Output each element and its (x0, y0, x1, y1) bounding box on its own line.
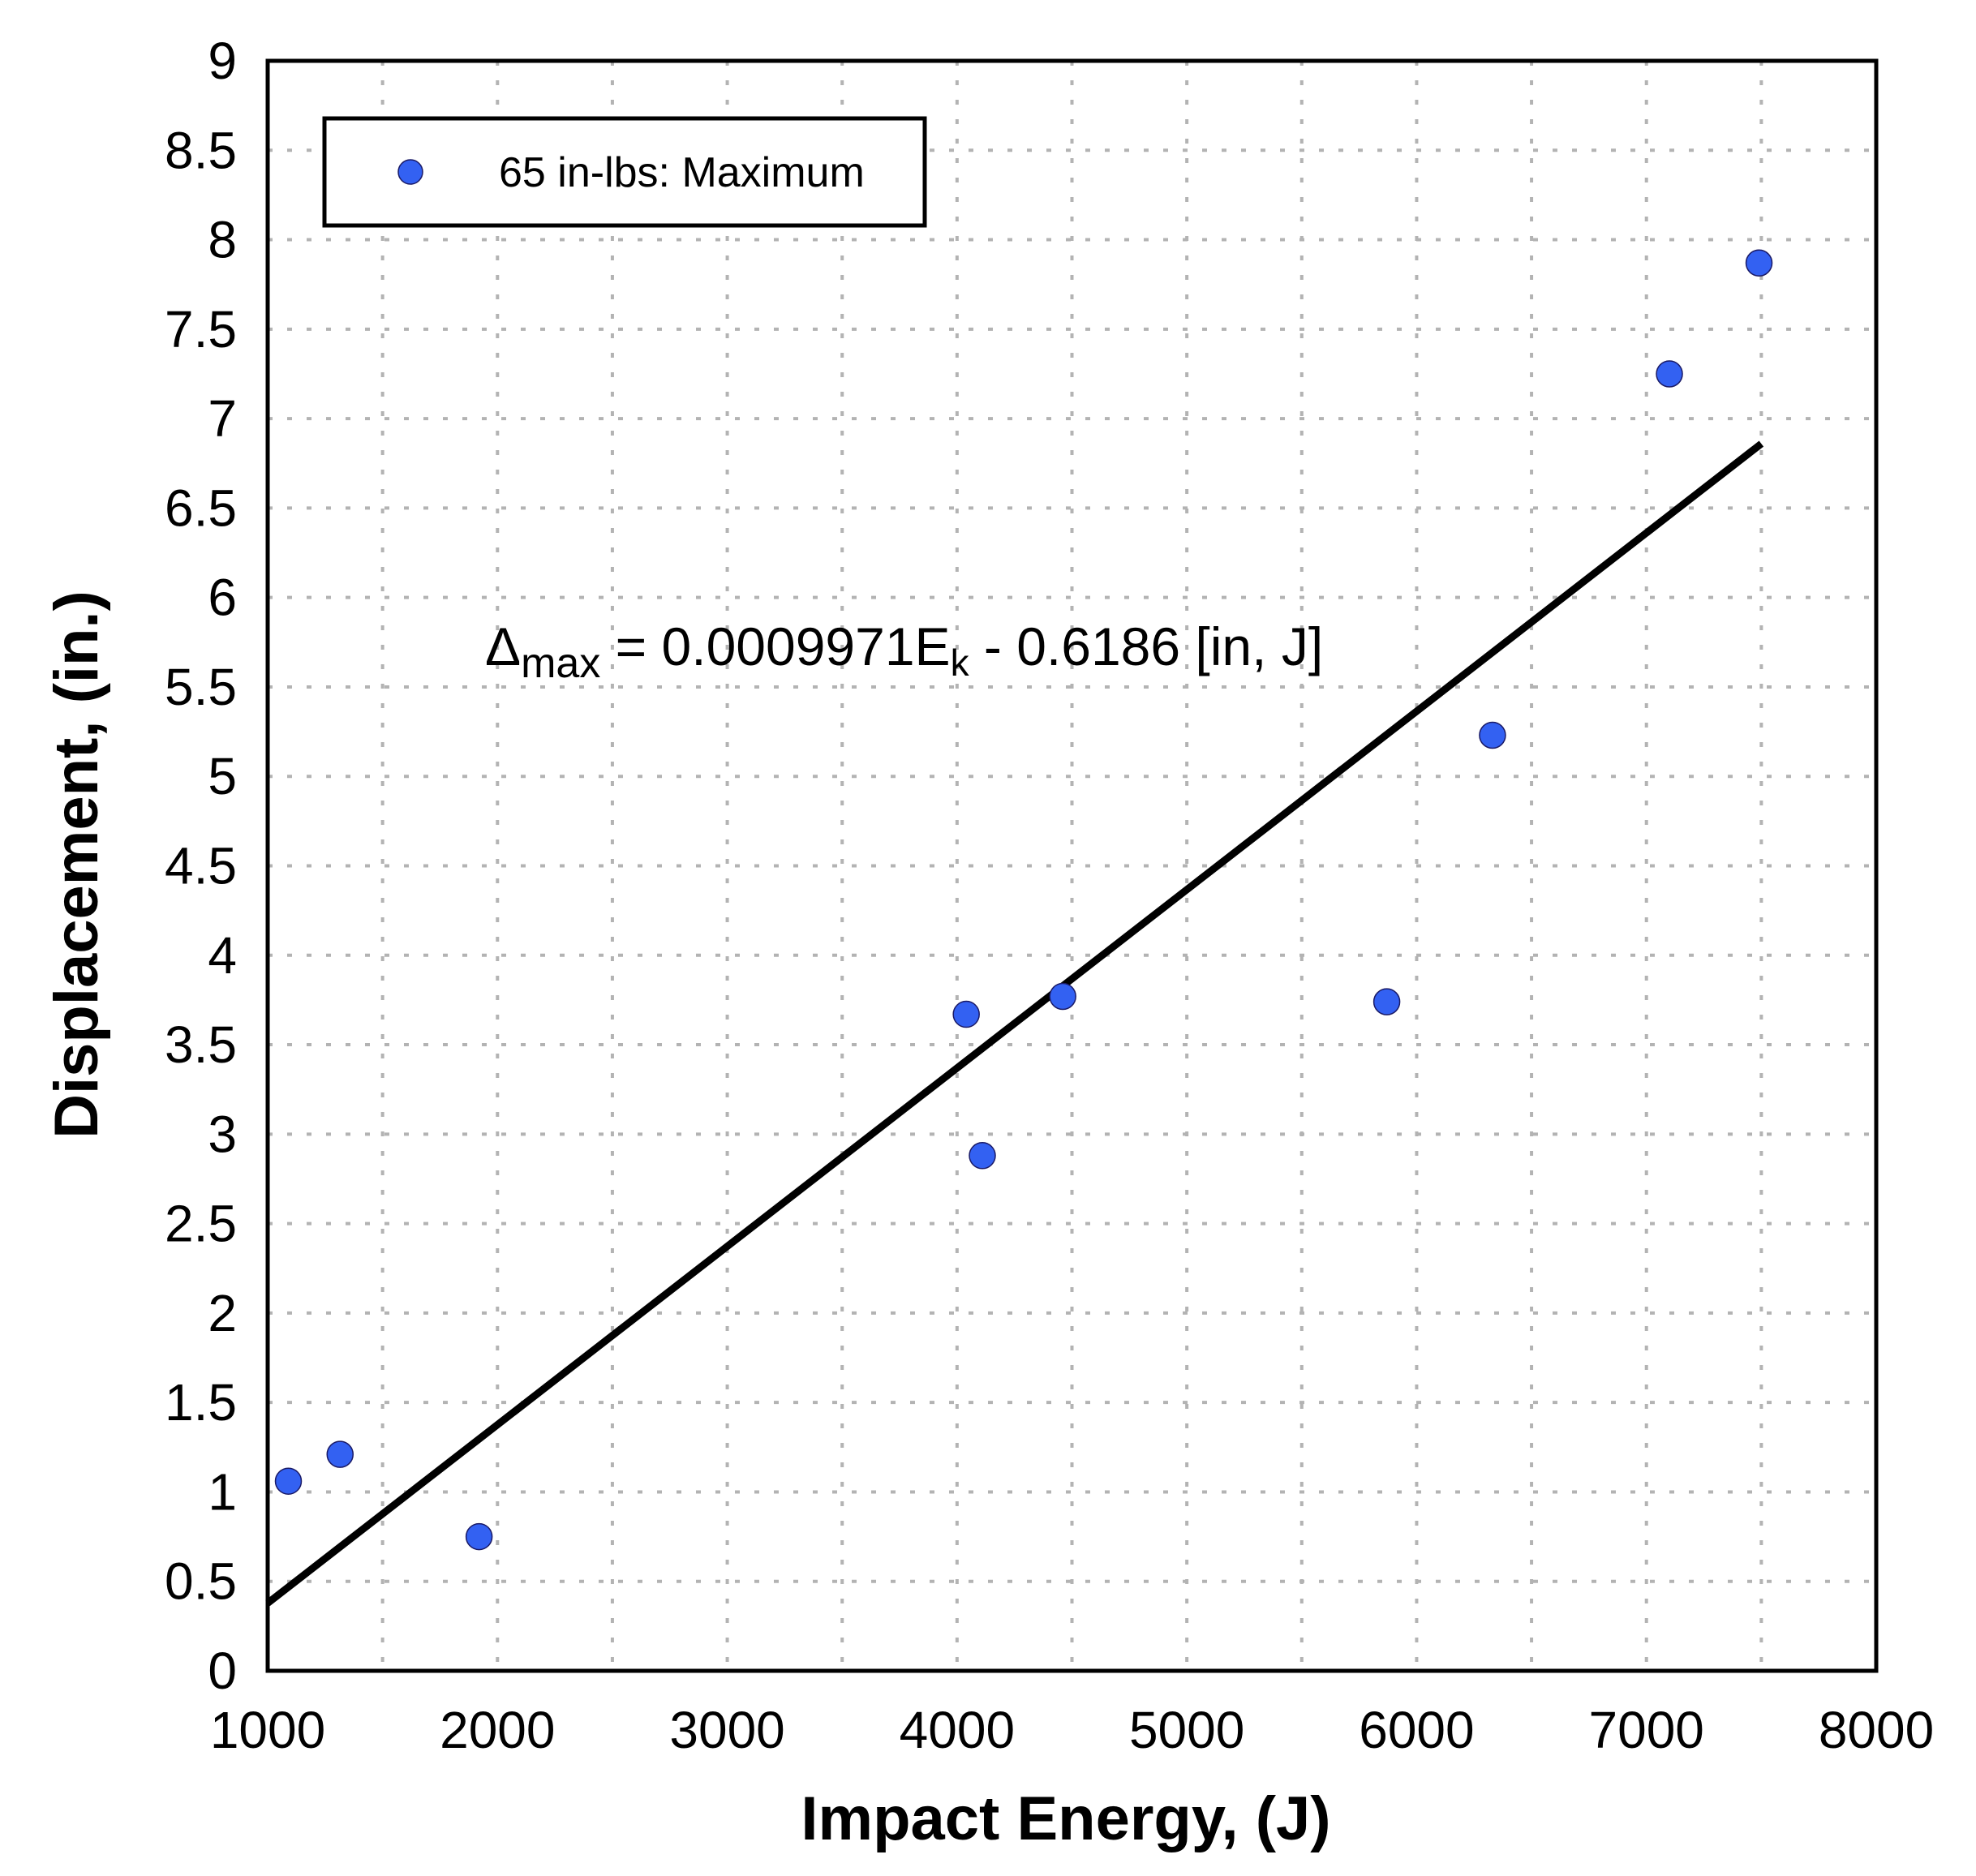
y-tick-label: 8 (208, 211, 237, 269)
x-tick-label: 6000 (1359, 1701, 1474, 1759)
y-axis-title: Displacement, (in.) (42, 590, 111, 1139)
equation-delta: Δ (485, 616, 521, 676)
x-tick-label: 7000 (1589, 1701, 1704, 1759)
y-tick-label: 3 (208, 1105, 237, 1163)
y-tick-label: 2.5 (165, 1195, 237, 1253)
equation-subscript-k: k (951, 642, 970, 684)
data-points (274, 249, 1773, 1551)
legend: 65 in-lbs: Maximum (322, 116, 927, 228)
x-axis-title: Impact Energy, (J) (801, 1784, 1330, 1853)
equation-tail: - 0.6186 [in, J] (969, 616, 1324, 676)
y-tick-label: 6 (208, 569, 237, 627)
equation-subscript-max: max (521, 640, 600, 687)
scatter-point (969, 1142, 996, 1170)
regression-line (265, 440, 1764, 1607)
scatter-point (274, 1467, 303, 1495)
y-tick-label: 1.5 (165, 1373, 237, 1432)
y-tick-labels: 0 0.5 1 1.5 2 2.5 3 3.5 4 4.5 5 5.5 6 6.5 7 7.5 8 8.5 9 (165, 32, 237, 1700)
y-tick-label: 9 (208, 32, 237, 90)
scatter-point (1656, 360, 1683, 388)
y-tick-label: 0.5 (165, 1552, 237, 1611)
y-tick-label: 4.5 (165, 837, 237, 895)
fit-line-group (265, 440, 1764, 1607)
scatter-point (952, 1000, 980, 1028)
scatter-point (1372, 988, 1401, 1015)
scatter-point (465, 1522, 493, 1551)
scatter-point (326, 1440, 354, 1468)
x-tick-label: 5000 (1129, 1701, 1244, 1759)
y-tick-label: 7.5 (165, 300, 237, 358)
y-tick-label: 4 (208, 926, 237, 985)
y-tick-label: 6.5 (165, 479, 237, 537)
legend-marker-icon (397, 159, 423, 185)
y-tick-label: 0 (208, 1642, 237, 1700)
plot-frame (265, 58, 1879, 1673)
x-tick-label: 2000 (440, 1701, 555, 1759)
equation-body: = 0.0009971E (600, 616, 950, 676)
y-tick-label: 2 (208, 1284, 237, 1342)
legend-box (322, 116, 927, 228)
scatter-point (1479, 721, 1506, 749)
y-tick-label: 8.5 (165, 121, 237, 179)
fit-equation: Δmax = 0.0009971Ek - 0.6186 [in, J] (485, 616, 1323, 687)
y-tick-label: 3.5 (165, 1015, 237, 1074)
x-tick-label: 1000 (210, 1701, 325, 1759)
x-tick-labels: 1000 2000 3000 4000 5000 6000 7000 8000 (210, 1701, 1934, 1759)
y-tick-label: 7 (208, 389, 237, 448)
x-tick-label: 4000 (900, 1701, 1015, 1759)
scatter-point (1049, 982, 1076, 1011)
x-tick-label: 8000 (1819, 1701, 1934, 1759)
y-tick-label: 5 (208, 747, 237, 805)
y-tick-label: 1 (208, 1462, 237, 1521)
legend-label: 65 in-lbs: Maximum (499, 149, 865, 196)
y-tick-label: 5.5 (165, 658, 237, 716)
scatter-point (1745, 249, 1773, 277)
x-tick-label: 3000 (669, 1701, 784, 1759)
